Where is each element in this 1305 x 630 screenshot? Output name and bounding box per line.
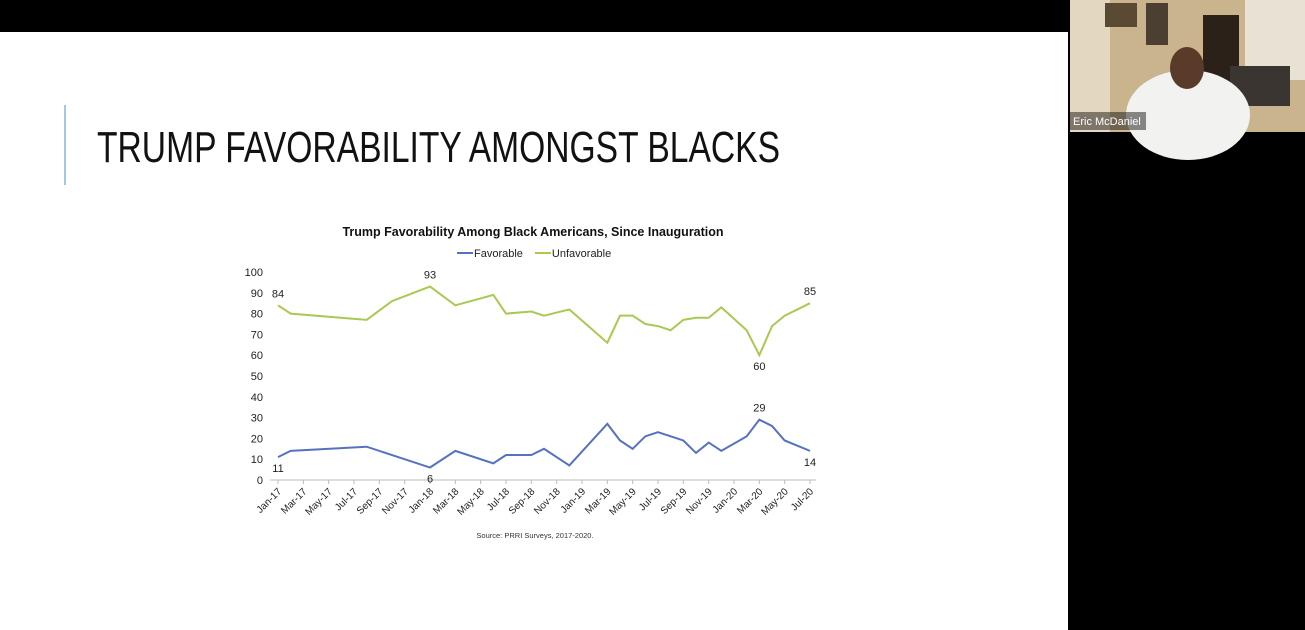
participant-name: Eric McDaniel <box>1073 116 1141 128</box>
y-tick-label: 30 <box>251 413 263 425</box>
y-tick-label: 10 <box>251 454 263 466</box>
video-person-head <box>1170 47 1204 89</box>
legend-label: Unfavorable <box>552 248 611 260</box>
y-tick-label: 90 <box>251 288 263 300</box>
y-tick-label: 40 <box>251 392 263 404</box>
data-label: 29 <box>753 403 765 415</box>
chart-source: Source: PRRI Surveys, 2017-2020. <box>476 531 593 540</box>
y-tick-label: 20 <box>251 433 263 445</box>
accent-bar <box>64 105 66 185</box>
name-tag-bg <box>1070 112 1146 130</box>
y-tick-label: 0 <box>257 475 263 487</box>
video-frame <box>1146 3 1168 45</box>
y-tick-label: 60 <box>251 350 263 362</box>
data-label: 6 <box>427 474 433 486</box>
slide-title: TRUMP FAVORABILITY AMONGST BLACKS <box>97 123 780 172</box>
series-line <box>277 285 811 358</box>
data-label: 85 <box>804 286 816 298</box>
video-door <box>1070 0 1110 132</box>
video-person-body <box>1126 70 1250 160</box>
data-label: 84 <box>272 288 284 300</box>
data-label: 14 <box>804 457 816 469</box>
y-tick-label: 100 <box>245 267 263 279</box>
legend-label: Favorable <box>474 248 523 260</box>
y-tick-label: 50 <box>251 371 263 383</box>
y-tick-label: 80 <box>251 309 263 321</box>
video-frame <box>1105 3 1137 27</box>
series-line <box>277 418 811 469</box>
data-label: 60 <box>753 361 765 373</box>
slide <box>0 32 1068 630</box>
data-label: 11 <box>272 463 283 475</box>
data-label: 93 <box>424 270 436 282</box>
chart-title: Trump Favorability Among Black Americans… <box>342 225 723 239</box>
y-tick-label: 70 <box>251 329 263 341</box>
video-tile: Eric McDaniel <box>1070 0 1305 160</box>
